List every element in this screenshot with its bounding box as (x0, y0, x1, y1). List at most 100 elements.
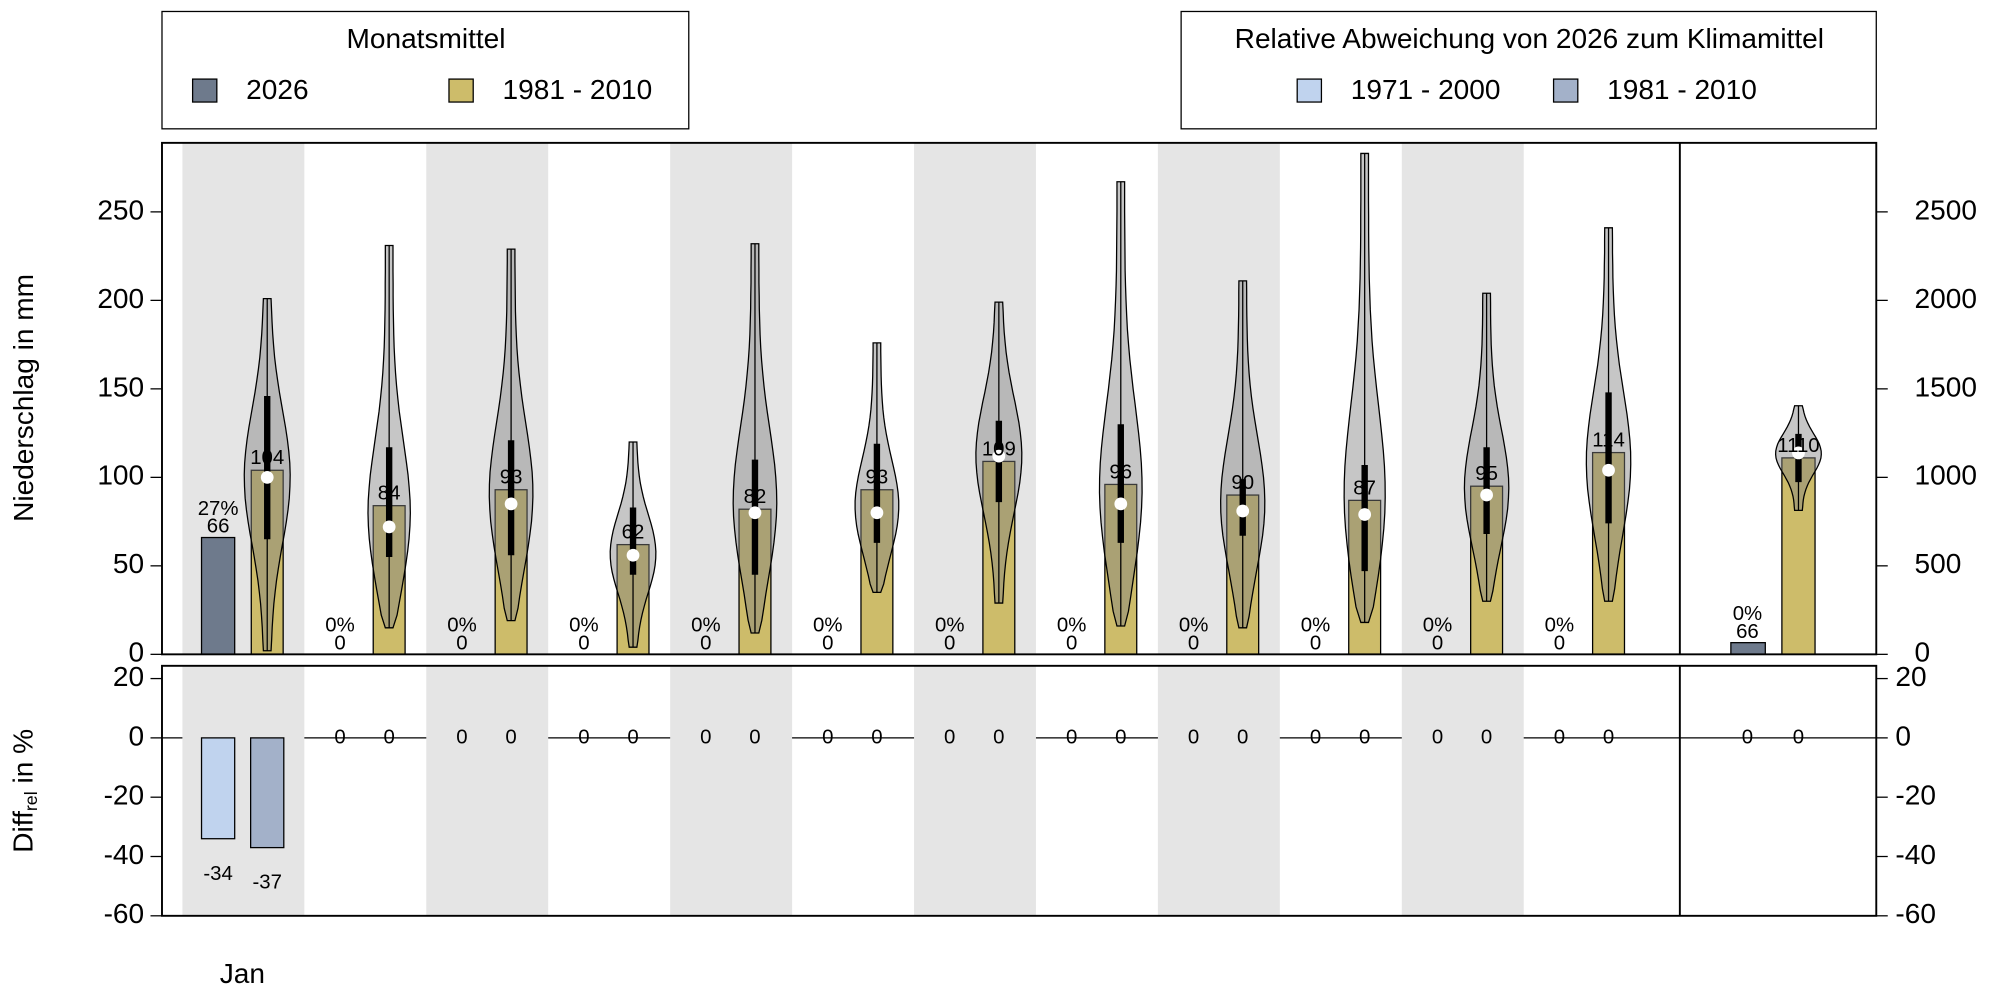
value-label: 82 (744, 486, 767, 508)
band (1401, 665, 1524, 916)
diff-label: 0 (993, 726, 1004, 748)
legend-label: 1981 - 2010 (503, 74, 653, 105)
x-tick-label: Jan (220, 958, 265, 989)
legend-box (161, 10, 690, 130)
band (426, 665, 549, 916)
y-axis-title-part: in % (8, 729, 39, 791)
diff-label: 0 (1310, 726, 1321, 748)
legend-label: 1971 - 2000 (1351, 74, 1501, 105)
band (670, 665, 793, 916)
value-label: 66 (1736, 621, 1759, 643)
value-label: 95 (1475, 463, 1498, 485)
value-label: 0 (700, 633, 711, 655)
share-label: 0% (1057, 615, 1086, 637)
diff-label: 0 (1188, 726, 1199, 748)
share-label: 0% (1301, 615, 1330, 637)
value-label: 62 (622, 522, 645, 544)
value-label: 93 (500, 467, 523, 489)
share-label: 0% (569, 615, 598, 637)
band (1401, 142, 1524, 655)
share-label: 27% (198, 498, 239, 520)
value-label: 0 (1188, 633, 1199, 655)
diff-label: 0 (383, 726, 394, 748)
y-axis-title-sub: rel (21, 791, 41, 811)
value-label: 0 (578, 633, 589, 655)
diff-label: 0 (1432, 726, 1443, 748)
share-label: 0% (935, 615, 964, 637)
violin-median (504, 497, 518, 511)
violin-median (748, 506, 762, 520)
y-tick-label: 200 (97, 283, 144, 314)
value-label: 0 (1310, 633, 1321, 655)
violin-median (1480, 488, 1493, 502)
diff-label: 0 (822, 726, 833, 748)
value-label: 0 (944, 633, 955, 655)
bar (200, 536, 236, 655)
violin-median (1602, 463, 1615, 477)
band (914, 142, 1036, 655)
band (182, 142, 305, 655)
band (670, 142, 793, 655)
y-tick-label: -20 (104, 780, 145, 811)
band (1157, 665, 1280, 916)
value-label: 87 (1353, 477, 1376, 499)
y2-tick-label: -40 (1895, 839, 1936, 870)
band (426, 142, 549, 655)
value-label: 0 (1066, 633, 1077, 655)
share-label: 0% (447, 615, 476, 637)
value-label: 0 (1432, 633, 1443, 655)
diff-label: -34 (203, 863, 232, 885)
diff-label: 0 (627, 726, 638, 748)
legend-label: 2026 (246, 74, 308, 105)
violin-median (260, 470, 274, 484)
diff-label: 0 (505, 726, 516, 748)
diff-label: 0 (334, 726, 345, 748)
plot-frame (161, 141, 1878, 656)
y2-tick-label: 0 (1895, 720, 1911, 751)
share-label: 0% (1423, 615, 1452, 637)
y2-tick-label: -20 (1895, 780, 1936, 811)
diff-label: 0 (1742, 726, 1753, 748)
y-axis-title-part: Diff (8, 811, 39, 853)
violin-median (382, 520, 396, 534)
legend-swatch (448, 78, 474, 103)
legend-swatch (1552, 78, 1579, 103)
share-label: 0% (691, 615, 720, 637)
value-label: 1110 (1777, 435, 1819, 457)
diff-label: 0 (1237, 726, 1248, 748)
bar (250, 737, 285, 849)
share-label: 0% (1545, 615, 1574, 637)
band (914, 665, 1036, 916)
value-label: 96 (1109, 461, 1132, 483)
violin-median (870, 506, 884, 520)
diff-label: 0 (578, 726, 589, 748)
value-label: 104 (250, 447, 284, 469)
legend-swatch (191, 78, 218, 103)
bar (1730, 642, 1766, 655)
legend-label: 1981 - 2010 (1607, 74, 1757, 105)
y-tick-label: 0 (129, 720, 145, 751)
violin-median (1236, 504, 1250, 518)
violin-median (626, 548, 640, 562)
value-label: 66 (207, 516, 230, 538)
diff-label: 0 (1793, 726, 1804, 748)
violin-median (1792, 446, 1805, 460)
diff-label: 0 (456, 726, 467, 748)
value-label: 0 (456, 633, 467, 655)
diff-label: -37 (252, 872, 281, 894)
y-tick-label: 0 (129, 637, 145, 668)
y-tick-label: 20 (113, 661, 144, 692)
y-tick-label: 100 (97, 460, 144, 491)
legend-title: Monatsmittel (347, 23, 506, 54)
violin-median (1114, 497, 1128, 511)
y2-tick-label: 20 (1895, 661, 1926, 692)
diff-label: 0 (1115, 726, 1126, 748)
legend-box (1180, 10, 1877, 130)
legend-title: Relative Abweichung von 2026 zum Klimami… (1235, 23, 1824, 54)
diff-label: 0 (1359, 726, 1370, 748)
value-label: 90 (1231, 472, 1254, 494)
value-label: 114 (1592, 429, 1625, 451)
diff-label: 0 (1603, 726, 1614, 748)
y-tick-label: -40 (104, 839, 145, 870)
